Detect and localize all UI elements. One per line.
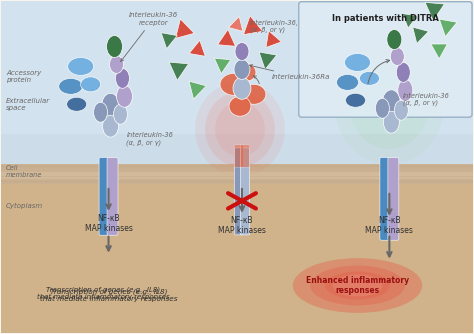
Text: Interleukin-36
(α, β, or γ): Interleukin-36 (α, β, or γ) <box>403 93 450 106</box>
Text: Interleukin-36,
(α, β, or γ): Interleukin-36, (α, β, or γ) <box>250 20 299 33</box>
Bar <box>1 171 473 179</box>
Text: Cytoplasm: Cytoplasm <box>6 203 43 209</box>
Ellipse shape <box>346 93 365 107</box>
Ellipse shape <box>81 77 100 92</box>
Text: Accessory
protein: Accessory protein <box>6 70 41 83</box>
Text: Cell
membrane: Cell membrane <box>6 165 43 178</box>
FancyBboxPatch shape <box>380 158 391 240</box>
Bar <box>1 164 473 184</box>
Ellipse shape <box>310 266 405 305</box>
FancyBboxPatch shape <box>234 148 244 235</box>
Ellipse shape <box>215 102 265 157</box>
Bar <box>1 1 473 169</box>
Ellipse shape <box>233 77 251 99</box>
FancyBboxPatch shape <box>240 145 250 167</box>
Bar <box>1 184 473 333</box>
Ellipse shape <box>396 62 410 82</box>
Ellipse shape <box>195 82 285 176</box>
Text: Interleukin-36
receptor: Interleukin-36 receptor <box>121 12 178 61</box>
Text: Interleukin-36Ra: Interleukin-36Ra <box>250 64 330 80</box>
Ellipse shape <box>109 55 123 73</box>
Ellipse shape <box>68 57 93 75</box>
Ellipse shape <box>236 63 256 81</box>
Polygon shape <box>439 19 457 37</box>
Polygon shape <box>189 40 205 56</box>
Polygon shape <box>259 52 277 69</box>
Ellipse shape <box>333 275 383 297</box>
Polygon shape <box>425 2 445 21</box>
FancyBboxPatch shape <box>107 158 118 235</box>
Ellipse shape <box>117 86 132 107</box>
Ellipse shape <box>394 100 408 120</box>
Polygon shape <box>169 62 189 80</box>
Text: Enhanced inflammatory
responses: Enhanced inflammatory responses <box>306 276 409 295</box>
Ellipse shape <box>325 272 390 300</box>
Ellipse shape <box>235 42 249 60</box>
FancyBboxPatch shape <box>240 148 250 235</box>
Ellipse shape <box>107 35 122 57</box>
Polygon shape <box>244 16 263 35</box>
Ellipse shape <box>391 47 404 65</box>
FancyBboxPatch shape <box>299 2 472 117</box>
Ellipse shape <box>229 96 251 116</box>
Text: Interleukin-36
(α, β, or γ): Interleukin-36 (α, β, or γ) <box>127 132 173 146</box>
Text: Transcription of genes (e.g., IL8)
that mediate inflammatory responses: Transcription of genes (e.g., IL8) that … <box>37 287 170 300</box>
Ellipse shape <box>293 258 422 313</box>
FancyArrowPatch shape <box>253 76 259 84</box>
Text: Extracellular
space: Extracellular space <box>6 98 50 111</box>
Text: NF-κB
MAP kinases: NF-κB MAP kinases <box>218 216 266 235</box>
Ellipse shape <box>113 104 128 124</box>
Polygon shape <box>431 44 447 59</box>
FancyBboxPatch shape <box>388 158 399 240</box>
Bar <box>1 184 473 333</box>
Ellipse shape <box>383 111 399 133</box>
Ellipse shape <box>101 93 119 119</box>
Polygon shape <box>189 81 206 99</box>
FancyBboxPatch shape <box>99 158 110 235</box>
Ellipse shape <box>375 98 389 118</box>
Polygon shape <box>413 27 428 43</box>
Ellipse shape <box>205 92 275 167</box>
Bar <box>1 1 473 134</box>
Ellipse shape <box>349 59 429 149</box>
Text: Transcription of genes (e.g., IL8)
that mediate inflammatory responses: Transcription of genes (e.g., IL8) that … <box>40 289 177 302</box>
Text: In patients with DITRA: In patients with DITRA <box>332 14 439 23</box>
Ellipse shape <box>359 71 379 86</box>
Polygon shape <box>266 31 282 47</box>
Ellipse shape <box>67 97 87 111</box>
Polygon shape <box>228 16 243 31</box>
Ellipse shape <box>242 85 266 104</box>
Polygon shape <box>214 58 231 74</box>
Text: NF-κB
MAP kinases: NF-κB MAP kinases <box>84 214 132 233</box>
Ellipse shape <box>398 79 413 101</box>
Text: NF-κB
MAP kinases: NF-κB MAP kinases <box>365 216 413 235</box>
Ellipse shape <box>387 30 402 49</box>
FancyBboxPatch shape <box>234 145 244 167</box>
Ellipse shape <box>335 44 444 164</box>
Ellipse shape <box>383 90 401 115</box>
Ellipse shape <box>220 73 248 95</box>
Polygon shape <box>402 14 418 28</box>
Ellipse shape <box>337 74 358 90</box>
FancyArrowPatch shape <box>368 59 390 84</box>
Ellipse shape <box>93 102 108 122</box>
Polygon shape <box>218 29 236 46</box>
Ellipse shape <box>59 78 82 94</box>
Ellipse shape <box>116 68 129 88</box>
Polygon shape <box>161 33 177 49</box>
Ellipse shape <box>102 115 118 137</box>
Ellipse shape <box>345 53 371 71</box>
Ellipse shape <box>234 59 250 79</box>
Polygon shape <box>175 19 194 38</box>
